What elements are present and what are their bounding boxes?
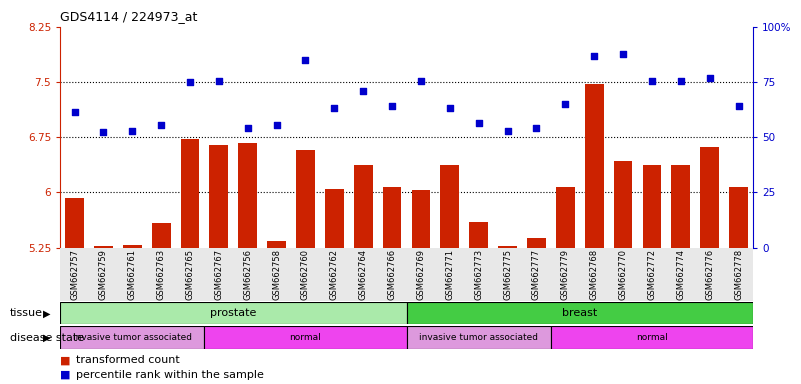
Point (444, 105, 457, 111)
Bar (123, 245, 142, 248)
Bar (642, 165, 662, 248)
Text: GSM662767: GSM662767 (215, 249, 223, 300)
Text: GSM662762: GSM662762 (330, 249, 339, 300)
Text: GSM662765: GSM662765 (186, 249, 195, 300)
Bar (585, 84, 603, 248)
Text: GSM662778: GSM662778 (734, 249, 743, 300)
Text: ▶: ▶ (43, 308, 50, 318)
Bar (239, 143, 257, 248)
Text: percentile rank within the sample: percentile rank within the sample (76, 370, 264, 380)
Text: GSM662758: GSM662758 (272, 249, 281, 300)
Text: GSM662764: GSM662764 (359, 249, 368, 300)
Text: disease state: disease state (10, 333, 84, 343)
Text: GSM662766: GSM662766 (388, 249, 396, 300)
Bar (325, 189, 344, 248)
Bar (406, 302, 753, 324)
Bar (60, 326, 204, 349)
Text: GSM662774: GSM662774 (676, 249, 686, 300)
Point (356, 88, 369, 94)
Bar (65, 198, 84, 248)
Text: tissue: tissue (10, 308, 42, 318)
Text: GSM662760: GSM662760 (301, 249, 310, 300)
Text: invasive tumor associated: invasive tumor associated (419, 333, 538, 342)
Bar (210, 145, 228, 248)
Bar (729, 187, 748, 248)
Text: GSM662777: GSM662777 (532, 249, 541, 300)
Text: invasive tumor associated: invasive tumor associated (73, 333, 191, 342)
Bar (469, 222, 488, 248)
Text: GSM662761: GSM662761 (127, 249, 137, 300)
Bar (296, 150, 315, 248)
Text: GSM662771: GSM662771 (445, 249, 454, 300)
Bar (700, 147, 719, 248)
Text: GSM662768: GSM662768 (590, 249, 598, 300)
Bar (94, 246, 113, 248)
Bar (60, 302, 406, 324)
Text: GSM662776: GSM662776 (705, 249, 714, 300)
Point (212, 78, 225, 84)
Point (385, 103, 398, 109)
Text: GSM662769: GSM662769 (417, 249, 425, 300)
Point (97, 129, 110, 135)
Bar (151, 223, 171, 248)
Bar (268, 241, 286, 248)
Text: GSM662773: GSM662773 (474, 249, 483, 300)
Text: GSM662770: GSM662770 (618, 249, 627, 300)
Point (183, 79, 196, 85)
Text: GDS4114 / 224973_at: GDS4114 / 224973_at (60, 10, 198, 23)
Bar (180, 139, 199, 248)
Text: breast: breast (562, 308, 598, 318)
Text: prostate: prostate (210, 308, 256, 318)
Bar (441, 164, 459, 248)
Bar (614, 161, 633, 248)
Point (646, 78, 658, 84)
Point (68, 108, 81, 114)
Text: GSM662759: GSM662759 (99, 249, 108, 300)
Text: GSM662772: GSM662772 (647, 249, 656, 300)
Point (588, 53, 601, 60)
Point (559, 101, 572, 107)
Text: ▶: ▶ (43, 333, 50, 343)
Text: ■: ■ (60, 370, 70, 380)
Bar (498, 246, 517, 248)
Bar (204, 326, 406, 349)
Text: GSM662763: GSM662763 (157, 249, 166, 300)
Bar (383, 187, 401, 248)
Point (674, 78, 687, 84)
Bar (671, 164, 690, 248)
Bar (556, 187, 574, 248)
Point (328, 105, 340, 111)
Point (126, 128, 139, 134)
Text: transformed count: transformed count (76, 355, 180, 365)
Point (703, 75, 716, 81)
Text: GSM662757: GSM662757 (70, 249, 79, 300)
Point (617, 51, 630, 57)
Point (415, 78, 428, 84)
Point (241, 125, 254, 131)
Bar (551, 326, 753, 349)
Point (270, 122, 283, 128)
Point (473, 119, 485, 126)
Text: GSM662775: GSM662775 (503, 249, 512, 300)
Point (732, 103, 745, 109)
Text: GSM662779: GSM662779 (561, 249, 570, 300)
Text: normal: normal (636, 333, 668, 342)
Bar (527, 238, 545, 248)
Point (155, 122, 167, 128)
Point (501, 128, 514, 134)
Bar (412, 190, 430, 248)
Bar (406, 326, 551, 349)
Point (530, 125, 543, 131)
Bar (354, 164, 372, 248)
Text: normal: normal (290, 333, 321, 342)
Text: ■: ■ (60, 355, 70, 365)
Point (299, 57, 312, 63)
Text: GSM662756: GSM662756 (244, 249, 252, 300)
